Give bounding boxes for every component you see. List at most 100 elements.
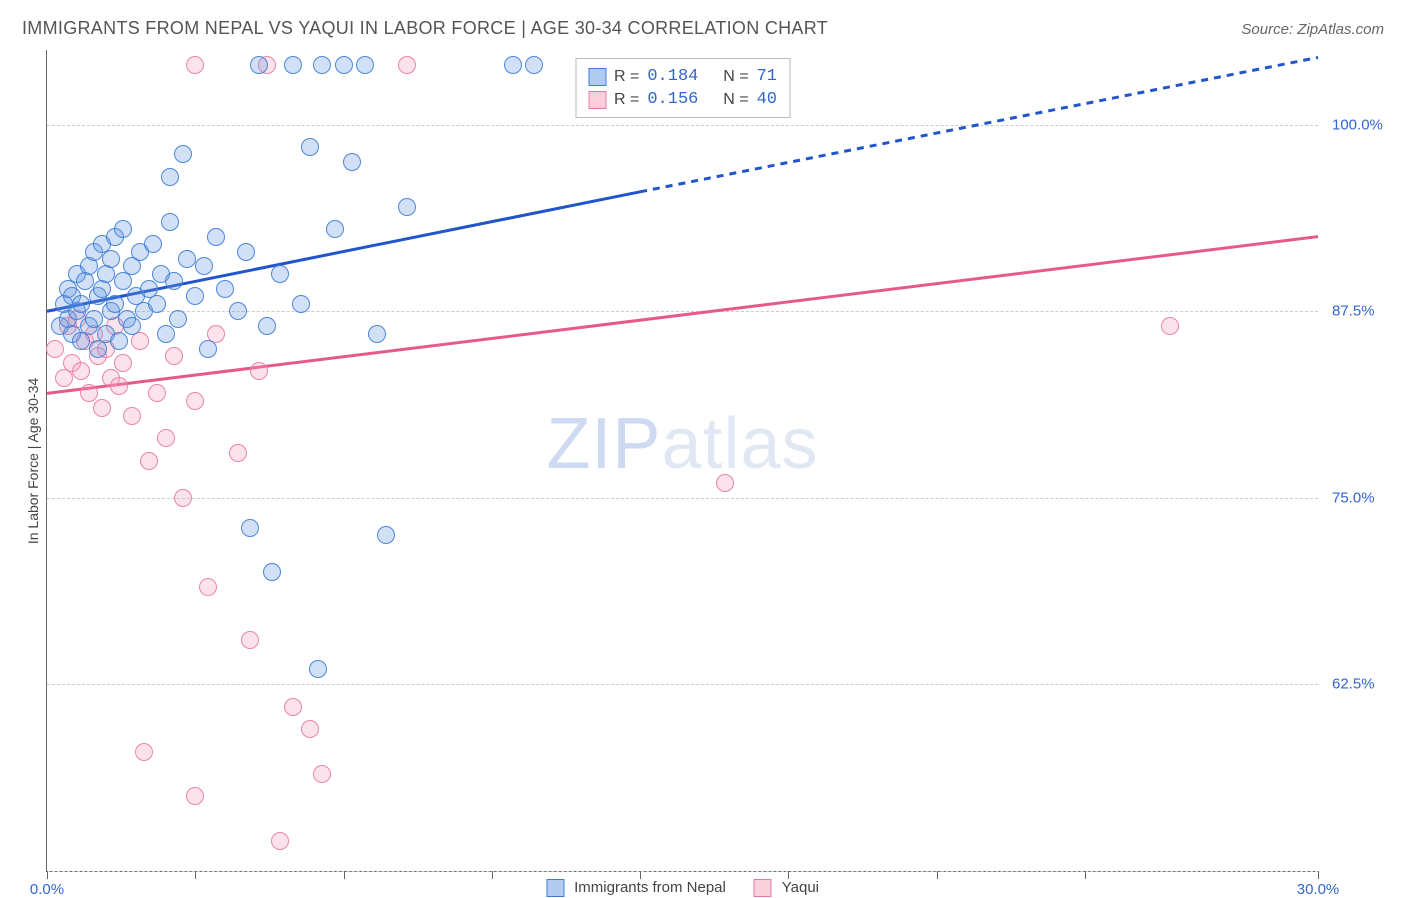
source-prefix: Source: xyxy=(1241,21,1297,38)
data-point xyxy=(271,265,289,283)
data-point xyxy=(263,563,281,581)
data-point xyxy=(313,765,331,783)
data-point xyxy=(169,310,187,328)
data-point xyxy=(368,325,386,343)
r-label: R = xyxy=(614,68,639,86)
data-point xyxy=(377,526,395,544)
data-point xyxy=(343,153,361,171)
n-label: N = xyxy=(723,68,748,86)
data-point xyxy=(241,631,259,649)
chart-title: IMMIGRANTS FROM NEPAL VS YAQUI IN LABOR … xyxy=(22,18,828,39)
x-tick-label: 0.0% xyxy=(30,871,64,898)
data-point xyxy=(157,325,175,343)
data-point xyxy=(186,287,204,305)
data-point xyxy=(250,362,268,380)
n-value-pink: 40 xyxy=(757,90,777,109)
data-point xyxy=(207,228,225,246)
source-name: ZipAtlas.com xyxy=(1297,21,1384,38)
series-legend: Immigrants from Nepal Yaqui xyxy=(546,871,819,897)
data-point xyxy=(301,720,319,738)
data-point xyxy=(161,213,179,231)
data-point xyxy=(106,295,124,313)
swatch-blue-icon xyxy=(588,68,606,86)
legend-row-pink: R = 0.156 N = 40 xyxy=(588,88,777,111)
y-tick-label: 62.5% xyxy=(1318,676,1375,693)
data-point xyxy=(123,317,141,335)
legend-label-pink: Yaqui xyxy=(782,879,819,896)
data-point xyxy=(114,220,132,238)
legend-label-blue: Immigrants from Nepal xyxy=(574,879,726,896)
data-point xyxy=(110,332,128,350)
correlation-legend: R = 0.184 N = 71 R = 0.156 N = 40 xyxy=(575,58,790,118)
data-point xyxy=(313,56,331,74)
data-point xyxy=(135,743,153,761)
data-point xyxy=(284,698,302,716)
data-point xyxy=(301,138,319,156)
data-point xyxy=(199,340,217,358)
y-tick-label: 87.5% xyxy=(1318,303,1375,320)
data-point xyxy=(161,168,179,186)
data-point xyxy=(186,787,204,805)
data-point xyxy=(229,302,247,320)
n-label: N = xyxy=(723,91,748,109)
data-point xyxy=(72,362,90,380)
r-value-blue: 0.184 xyxy=(647,67,698,86)
data-point xyxy=(140,452,158,470)
x-tick xyxy=(1085,871,1086,879)
data-point xyxy=(178,250,196,268)
data-point xyxy=(284,56,302,74)
data-point xyxy=(93,399,111,417)
swatch-blue-icon xyxy=(546,879,564,897)
legend-item-blue: Immigrants from Nepal xyxy=(546,879,726,897)
data-point xyxy=(186,392,204,410)
data-point xyxy=(186,56,204,74)
data-point xyxy=(271,832,289,850)
data-point xyxy=(110,377,128,395)
r-value-pink: 0.156 xyxy=(647,90,698,109)
data-point xyxy=(148,384,166,402)
data-point xyxy=(525,56,543,74)
data-point xyxy=(144,235,162,253)
r-label: R = xyxy=(614,91,639,109)
data-point xyxy=(335,56,353,74)
data-point xyxy=(114,354,132,372)
chart-area: In Labor Force | Age 30-34 ZIPatlas 62.5… xyxy=(46,50,1318,872)
data-point xyxy=(229,444,247,462)
data-point xyxy=(102,250,120,268)
swatch-pink-icon xyxy=(754,879,772,897)
chart-header: IMMIGRANTS FROM NEPAL VS YAQUI IN LABOR … xyxy=(22,18,1384,39)
x-tick xyxy=(195,871,196,879)
n-value-blue: 71 xyxy=(757,67,777,86)
data-point xyxy=(174,145,192,163)
y-tick-label: 75.0% xyxy=(1318,489,1375,506)
x-tick xyxy=(492,871,493,879)
data-point xyxy=(174,489,192,507)
x-tick xyxy=(937,871,938,879)
data-point xyxy=(123,407,141,425)
y-axis-label: In Labor Force | Age 30-34 xyxy=(19,377,47,543)
data-point xyxy=(250,56,268,74)
data-point xyxy=(292,295,310,313)
x-tick xyxy=(344,871,345,879)
data-point xyxy=(237,243,255,261)
data-point xyxy=(165,347,183,365)
data-point xyxy=(398,56,416,74)
data-point xyxy=(326,220,344,238)
data-point xyxy=(398,198,416,216)
data-point xyxy=(46,340,64,358)
swatch-pink-icon xyxy=(588,91,606,109)
data-point xyxy=(309,660,327,678)
data-point xyxy=(157,429,175,447)
data-point xyxy=(85,310,103,328)
data-point xyxy=(1161,317,1179,335)
x-tick-label: 30.0% xyxy=(1297,871,1340,898)
data-point xyxy=(195,257,213,275)
legend-item-pink: Yaqui xyxy=(754,879,819,897)
data-point xyxy=(356,56,374,74)
data-point xyxy=(258,317,276,335)
legend-row-blue: R = 0.184 N = 71 xyxy=(588,65,777,88)
data-point xyxy=(199,578,217,596)
data-point xyxy=(716,474,734,492)
y-tick-label: 100.0% xyxy=(1318,116,1383,133)
data-point xyxy=(148,295,166,313)
